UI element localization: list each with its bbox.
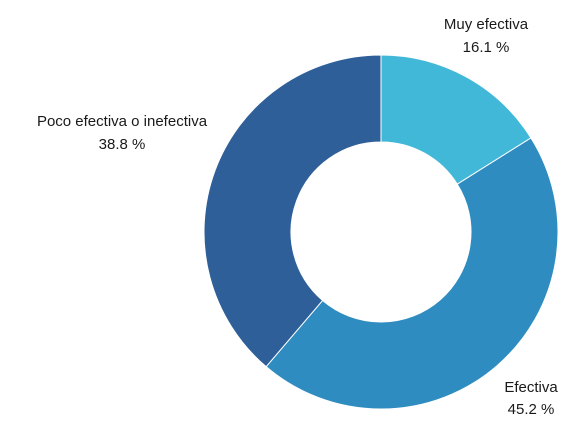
slice-poco-efectiva bbox=[203, 54, 382, 368]
slice-label-efectiva: Efectiva bbox=[504, 379, 558, 396]
slice-value-muy-efectiva: 16.1 % bbox=[463, 39, 510, 56]
slice-value-efectiva: 45.2 % bbox=[508, 401, 555, 417]
slice-label-group-efectiva: Efectiva 45.2 % bbox=[504, 379, 558, 418]
slice-label-muy-efectiva: Muy efectiva bbox=[444, 16, 529, 33]
slice-muy-efectiva bbox=[380, 54, 532, 185]
donut-slices bbox=[203, 54, 559, 410]
slice-label-group-muy-efectiva: Muy efectiva 16.1 % bbox=[444, 16, 529, 56]
slice-value-poco-efectiva: 38.8 % bbox=[99, 136, 146, 153]
slice-label-group-poco-efectiva: Poco efectiva o inefectiva 38.8 % bbox=[37, 113, 208, 153]
slice-efectiva bbox=[265, 137, 559, 410]
slice-label-poco-efectiva: Poco efectiva o inefectiva bbox=[37, 113, 208, 130]
